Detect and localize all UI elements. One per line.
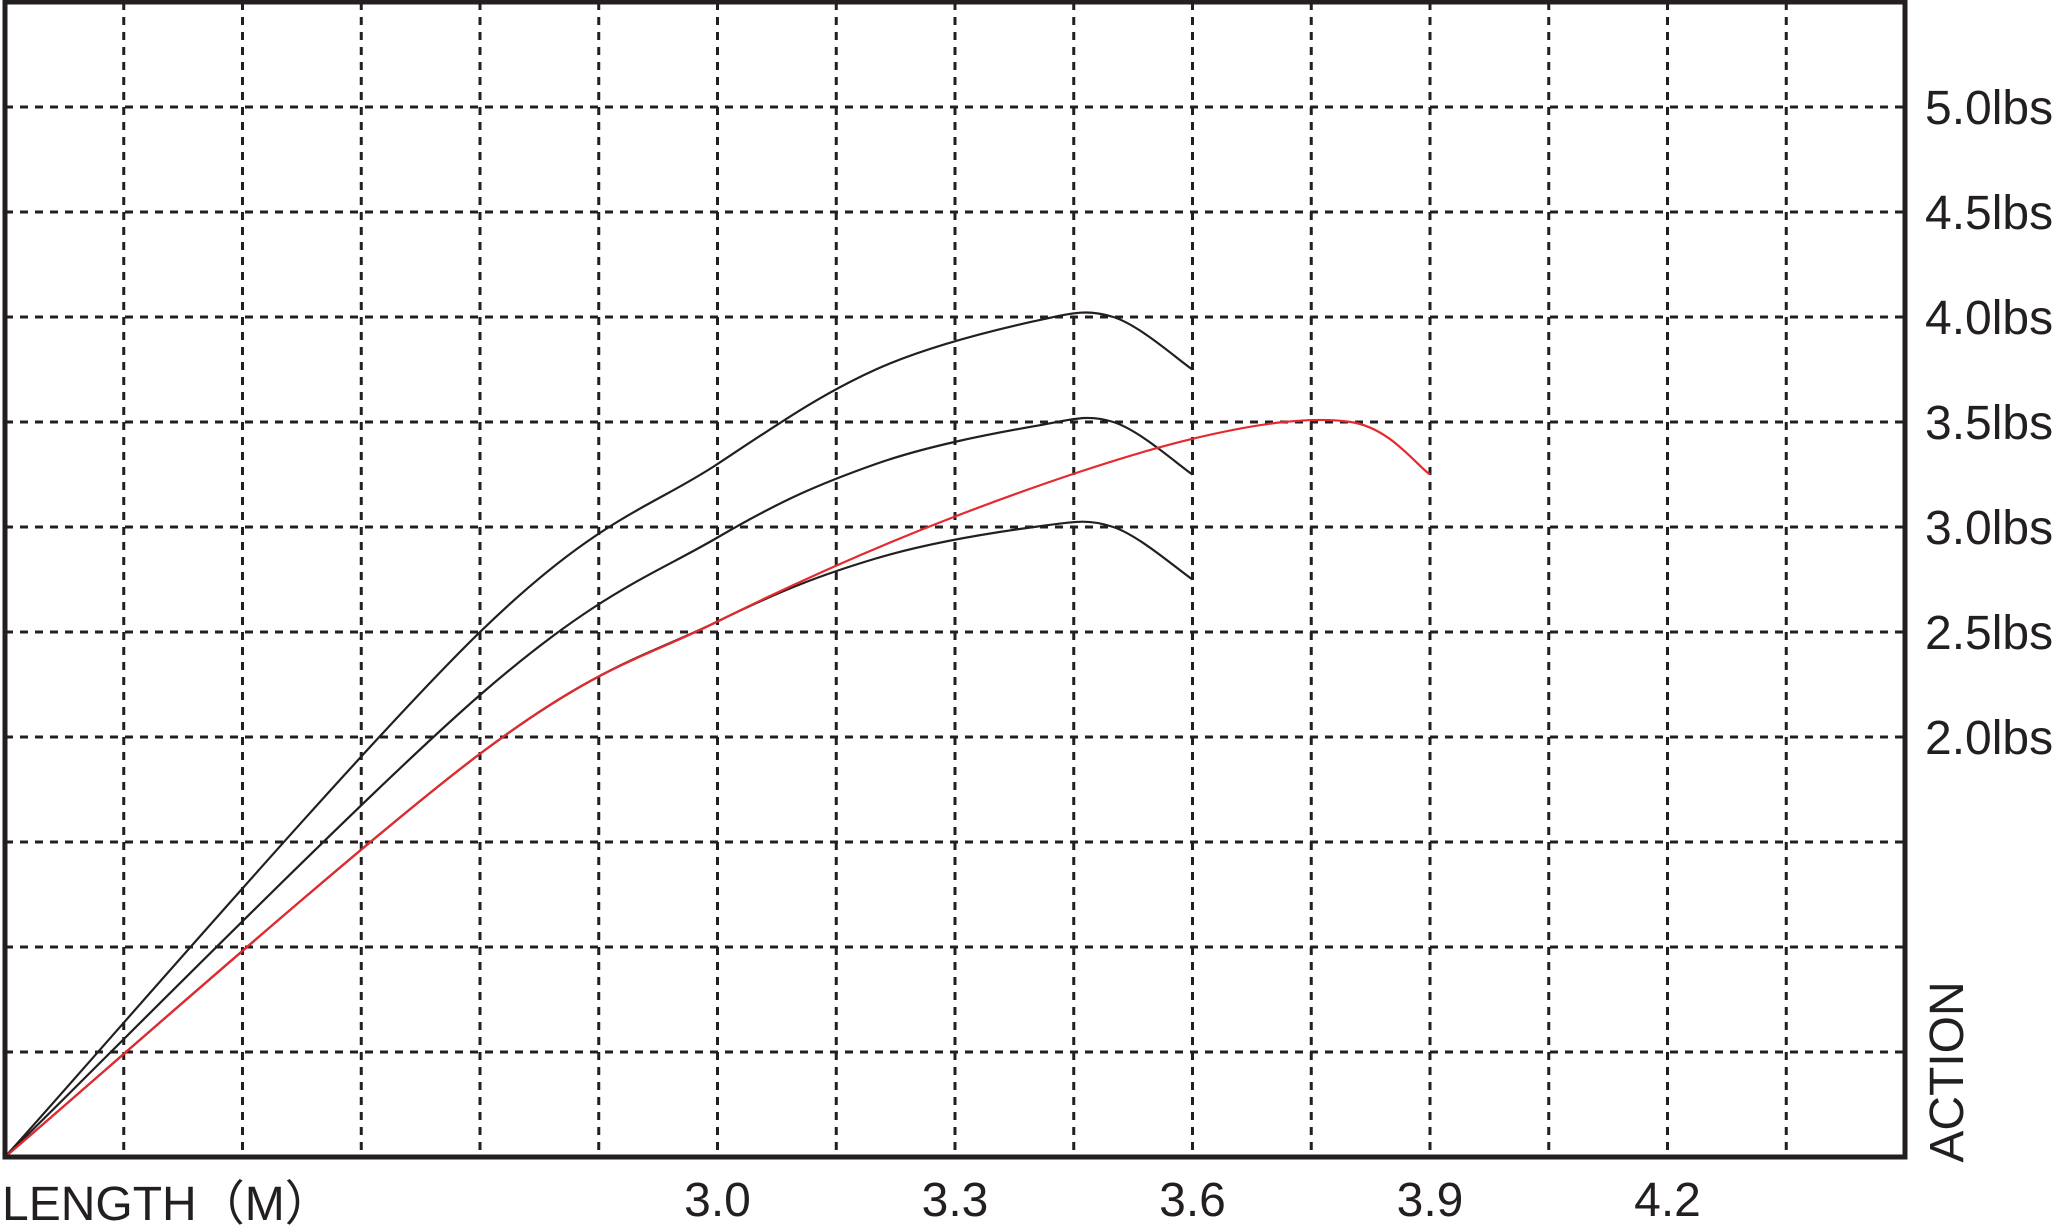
y-tick-label-3: 3.5lbs <box>1925 397 2053 450</box>
y-tick-label-1: 2.5lbs <box>1925 607 2053 660</box>
y-tick-label-5: 4.5lbs <box>1925 187 2053 240</box>
x-tick-label-4: 4.2 <box>1634 1174 1701 1227</box>
series-line-3 <box>4 418 1431 1158</box>
x-axis-title: LENGTH（M） <box>2 1178 333 1228</box>
y-tick-label-2: 3.0lbs <box>1925 502 2053 555</box>
series-line-1 <box>4 416 1194 1158</box>
x-tick-label-3: 3.9 <box>1397 1174 1464 1227</box>
tick-labels: 3.0 3.3 3.6 3.9 4.2 2.0lbs 2.5lbs 3.0lbs 3.5lbs 4… <box>684 82 2053 1227</box>
series-line-0 <box>4 311 1194 1158</box>
series-group <box>4 311 1431 1158</box>
x-tick-label-1: 3.3 <box>922 1174 989 1227</box>
y-tick-label-6: 5.0lbs <box>1925 82 2053 135</box>
x-tick-label-2: 3.6 <box>1159 1174 1226 1227</box>
y-tick-label-0: 2.0lbs <box>1925 712 2053 765</box>
y-axis-title: ACTION <box>1921 981 1974 1162</box>
y-tick-label-4: 4.0lbs <box>1925 292 2053 345</box>
grid <box>5 2 1905 1157</box>
x-tick-label-0: 3.0 <box>684 1174 751 1227</box>
plot-frame <box>2 0 1908 1160</box>
